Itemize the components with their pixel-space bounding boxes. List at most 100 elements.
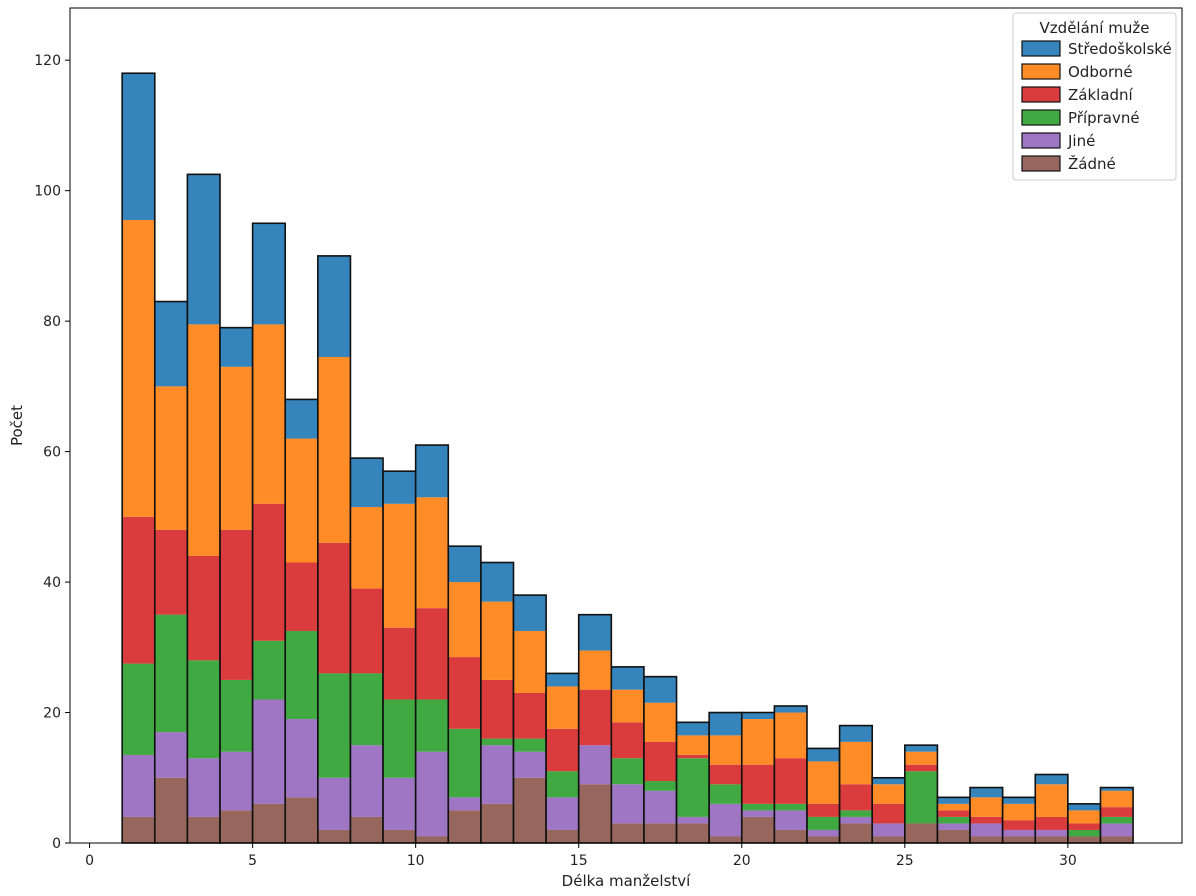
bar-segment-4-bin-9 [383, 627, 416, 700]
bar-segment-1-bin-28 [1002, 836, 1036, 843]
bar-segment-6-bin-2 [154, 301, 188, 387]
bar-segment-6-bin-5 [252, 223, 286, 325]
bar-segment-5-bin-21 [774, 712, 807, 759]
bar-segment-4-bin-5 [252, 503, 286, 641]
bar-segment-6-bin-12 [480, 562, 514, 602]
bar-segment-5-bin-5 [252, 324, 286, 504]
legend-swatch-6 [1021, 155, 1061, 172]
bar-segment-1-bin-31 [1100, 836, 1134, 843]
bar-segment-4-bin-1 [122, 516, 155, 664]
bar-segment-2-bin-11 [448, 797, 481, 811]
bar-segment-5-bin-2 [154, 386, 188, 530]
bar-segment-1-bin-26 [937, 829, 971, 843]
bar-segment-4-bin-31 [1100, 807, 1134, 817]
bar-segment-6-bin-20 [741, 712, 775, 720]
bar-segment-6-bin-14 [546, 673, 579, 687]
bar-segment-4-bin-10 [415, 608, 449, 700]
bar-segment-6-bin-22 [806, 748, 840, 762]
bar-segment-2-bin-16 [611, 784, 644, 824]
bar-segment-3-bin-5 [252, 640, 286, 700]
bar-segment-5-bin-7 [317, 357, 351, 543]
bar-segment-3-bin-30 [1067, 829, 1101, 837]
bar-segment-5-bin-26 [937, 803, 971, 811]
x-tick-label-1: 0 [85, 853, 94, 869]
bar-segment-3-bin-19 [709, 784, 742, 804]
bar-segment-5-bin-10 [415, 497, 449, 609]
bar-segment-5-bin-16 [611, 689, 644, 723]
bar-segment-2-bin-26 [937, 823, 971, 830]
bar-segment-2-bin-23 [839, 816, 873, 824]
bar-segment-2-bin-18 [676, 816, 710, 824]
bar-segment-2-bin-14 [546, 797, 579, 830]
bar-segment-3-bin-18 [676, 758, 710, 817]
bar-segment-2-bin-8 [350, 745, 384, 817]
bar-segment-4-bin-19 [709, 764, 742, 785]
bar-segment-1-bin-19 [709, 836, 742, 843]
bar-segment-3-bin-26 [937, 816, 971, 824]
x-tick-label-6: 25 [896, 853, 914, 869]
bar-segment-5-bin-22 [806, 761, 840, 804]
bar-segment-4-bin-2 [154, 529, 188, 615]
bar-segment-2-bin-5 [252, 699, 286, 804]
x-tick-label-5: 20 [733, 853, 751, 869]
bar-segment-3-bin-9 [383, 699, 416, 778]
bar-segment-1-bin-16 [611, 823, 644, 843]
bar-segment-3-bin-1 [122, 663, 155, 755]
bar-segment-2-bin-12 [480, 745, 514, 804]
bar-segment-2-bin-19 [709, 803, 742, 837]
bar-segment-3-bin-22 [806, 816, 840, 830]
bar-segment-4-bin-14 [546, 728, 579, 772]
bar-segment-6-bin-1 [122, 73, 155, 221]
bar-segment-1-bin-22 [806, 836, 840, 843]
bar-segment-2-bin-2 [154, 732, 188, 778]
bar-segment-1-bin-7 [317, 829, 351, 843]
bar-segment-5-bin-8 [350, 507, 384, 589]
legend-label-2: Odborné [1068, 63, 1133, 81]
bar-segment-2-bin-21 [774, 810, 807, 830]
bars-group [121, 72, 1134, 844]
bar-segment-1-bin-14 [546, 829, 579, 843]
bar-segment-2-bin-13 [513, 751, 547, 778]
bar-segment-5-bin-6 [285, 438, 318, 563]
bar-segment-5-bin-27 [970, 797, 1003, 817]
bar-segment-6-bin-6 [285, 399, 318, 439]
bar-segment-1-bin-20 [741, 816, 775, 843]
bar-segment-1-bin-10 [415, 836, 449, 843]
bar-segment-4-bin-7 [317, 542, 351, 674]
bar-segment-3-bin-11 [448, 728, 481, 798]
bar-segment-1-bin-1 [122, 816, 155, 843]
bar-segment-5-bin-18 [676, 735, 710, 755]
bar-segment-3-bin-13 [513, 738, 547, 752]
bar-segment-1-bin-2 [154, 777, 188, 843]
bar-segment-3-bin-8 [350, 673, 384, 746]
bar-segment-3-bin-4 [220, 679, 253, 752]
bar-segment-5-bin-12 [480, 601, 514, 680]
bar-segment-1-bin-24 [872, 836, 905, 843]
bar-segment-3-bin-10 [415, 699, 449, 752]
y-axis: 0 20 40 60 80 100 120 [34, 53, 70, 852]
bar-segment-2-bin-24 [872, 823, 905, 837]
bar-segment-5-bin-28 [1002, 803, 1036, 821]
bar-segment-3-bin-25 [904, 771, 938, 824]
bar-segment-3-bin-21 [774, 803, 807, 811]
legend: Vzdělání muže Středoškolské Odborné Základ… [1012, 12, 1177, 181]
bar-segment-6-bin-3 [187, 174, 221, 325]
bar-segment-3-bin-16 [611, 758, 644, 785]
bar-segment-5-bin-13 [513, 630, 547, 693]
bar-segment-5-bin-15 [578, 650, 612, 690]
legend-swatch-4 [1021, 109, 1061, 126]
bar-segment-4-bin-13 [513, 692, 547, 739]
x-tick-label-7: 30 [1059, 853, 1077, 869]
bar-segment-1-bin-27 [970, 836, 1003, 843]
bar-segment-1-bin-15 [578, 784, 612, 843]
bar-segment-3-bin-23 [839, 810, 873, 817]
bar-segment-2-bin-6 [285, 719, 318, 798]
bar-segment-1-bin-21 [774, 829, 807, 843]
bar-segment-6-bin-10 [415, 445, 449, 498]
bar-segment-5-bin-1 [122, 220, 155, 517]
bar-segment-1-bin-25 [904, 823, 938, 843]
bar-segment-3-bin-31 [1100, 816, 1134, 824]
y-tick-label-7: 120 [34, 53, 61, 69]
bar-segment-6-bin-23 [839, 725, 873, 742]
